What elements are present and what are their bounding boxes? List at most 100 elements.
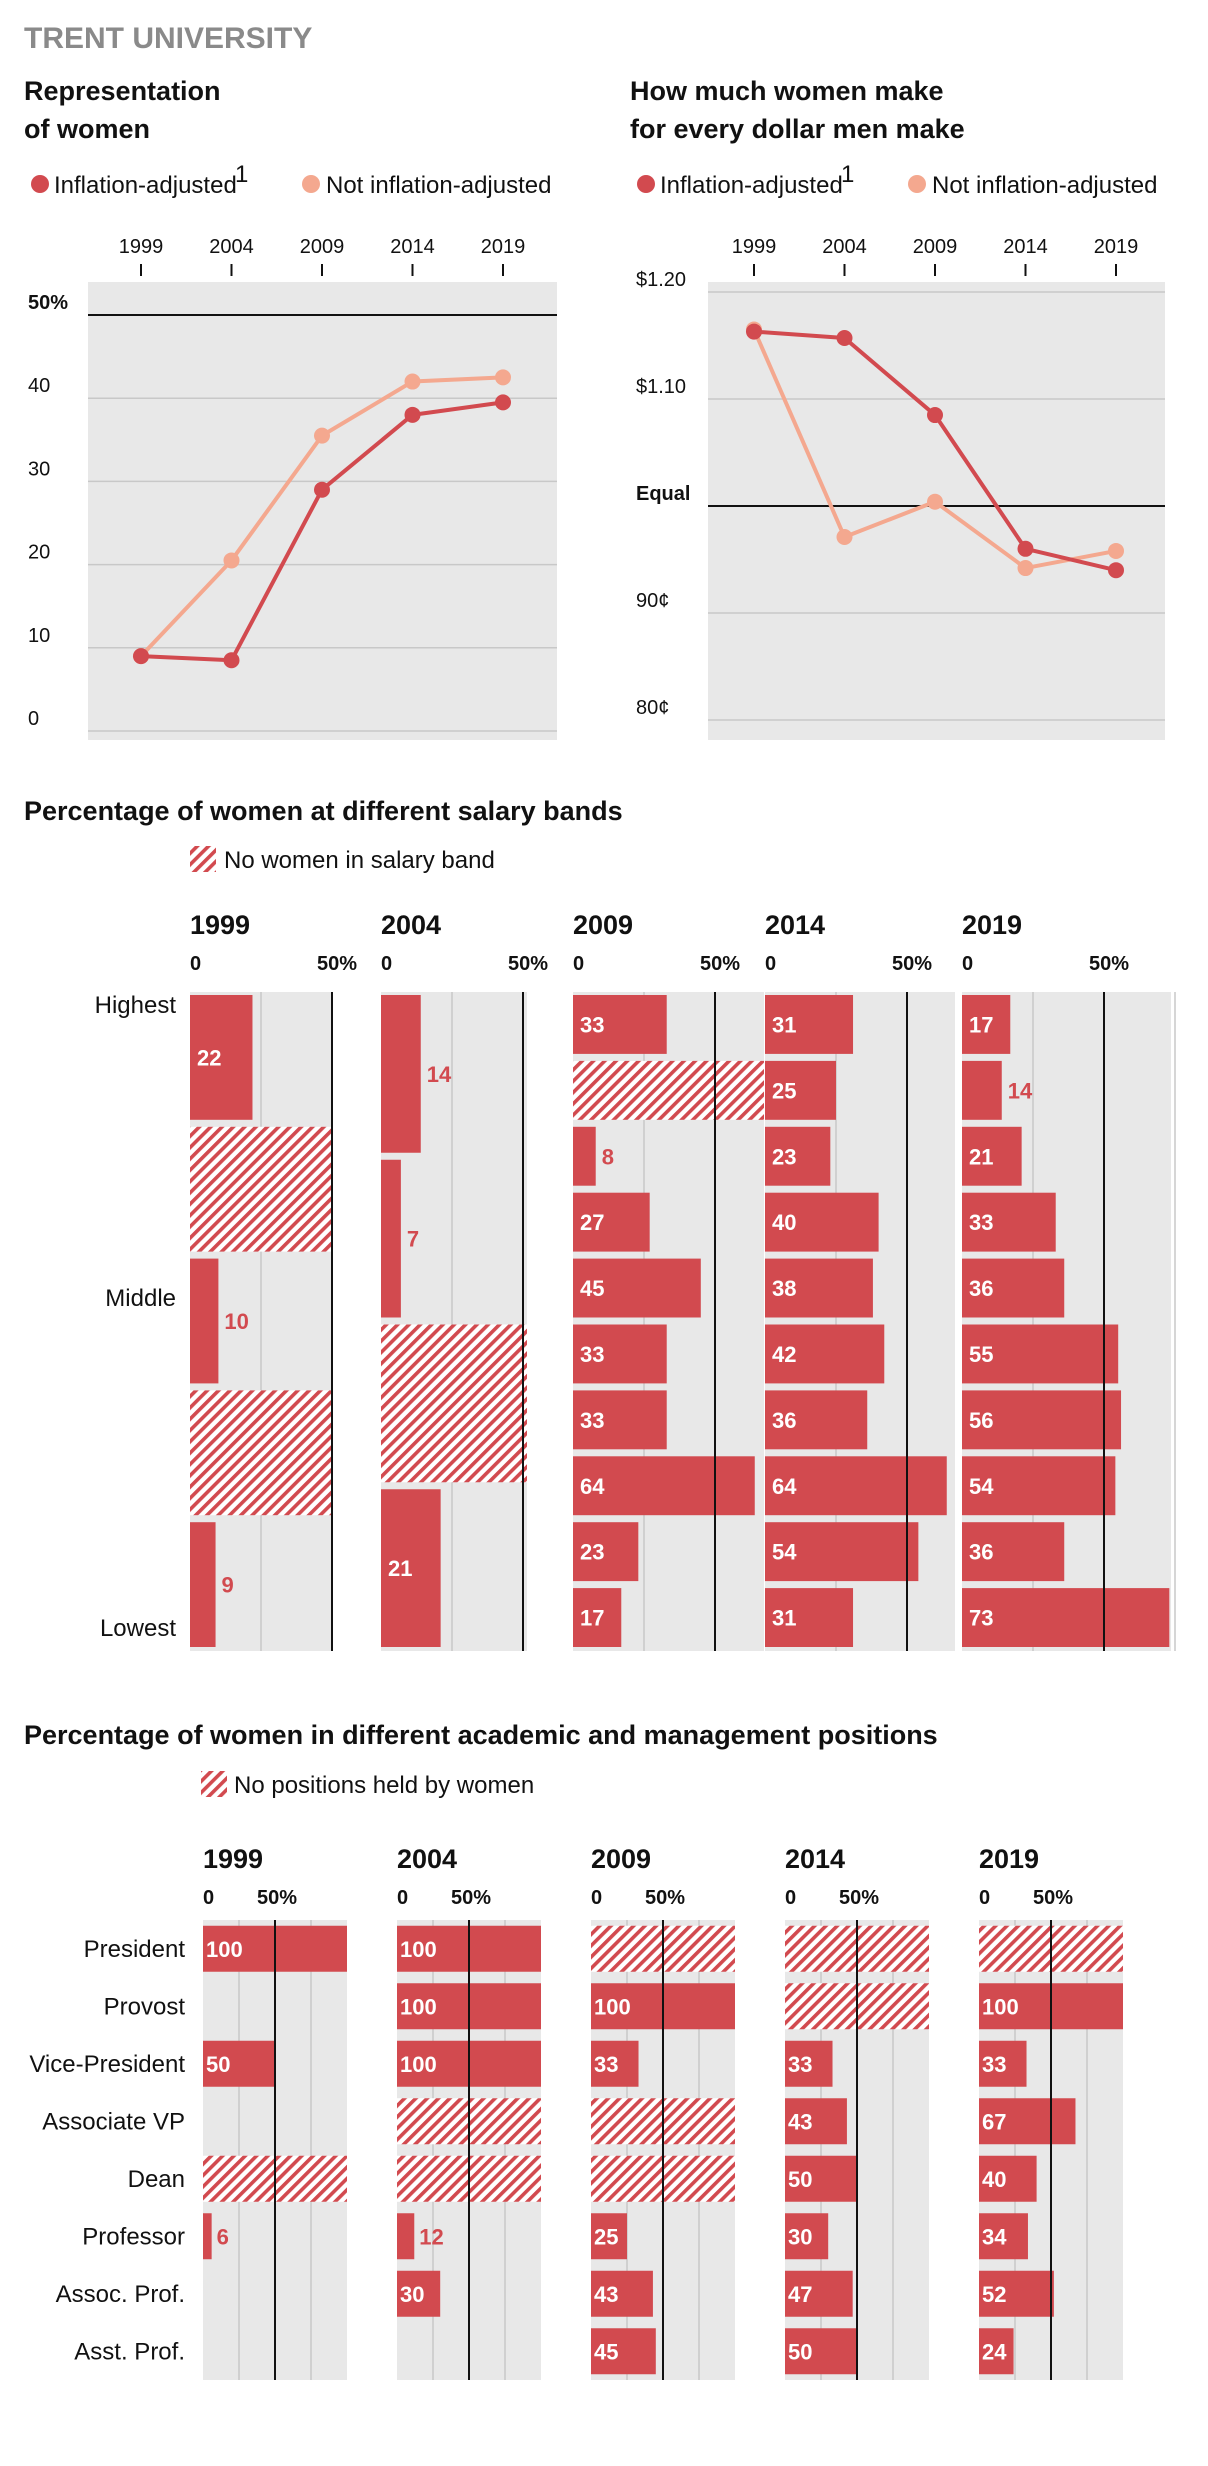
salary-bar [962, 1456, 1116, 1516]
y-tick-label: 90¢ [636, 590, 669, 612]
position-bar-value: 24 [982, 2339, 1007, 2364]
position-bar-value: 50 [788, 2167, 812, 2192]
axis-label-zero: 0 [397, 1887, 408, 1909]
position-bar [785, 2155, 857, 2202]
legend-marker-nominal [302, 175, 320, 193]
position-bar-value: 34 [982, 2224, 1007, 2249]
panel-year: 1999 [203, 1844, 263, 1874]
position-bar [979, 2213, 1028, 2260]
panel-year: 2009 [591, 1844, 651, 1874]
position-bar-value: 52 [982, 2282, 1006, 2307]
data-point-not-adjusted [314, 427, 330, 444]
legend-marker-nominal [908, 175, 926, 193]
axis-label-fifty: 50% [1089, 953, 1129, 975]
data-point-inflation-adjusted [1017, 540, 1034, 557]
panel-year: 2004 [397, 1844, 457, 1874]
salary-bar [765, 1060, 836, 1120]
salary-bar-value: 17 [580, 1606, 604, 1631]
axis-label-fifty: 50% [451, 1887, 491, 1909]
axis-label-fifty: 50% [645, 1887, 685, 1909]
salary-bar [962, 1126, 1022, 1186]
salary-bar [573, 1456, 755, 1516]
axis-label-fifty: 50% [839, 1887, 879, 1909]
position-bar [591, 2270, 653, 2317]
axis-label-zero: 0 [962, 953, 973, 975]
salary-bar [962, 1390, 1122, 1450]
panel-year: 2019 [962, 910, 1022, 940]
axis-label-zero: 0 [203, 1887, 214, 1909]
x-tick-label: 2019 [481, 236, 526, 258]
x-tick-label: 2014 [390, 236, 435, 258]
y-tick-label: 50% [28, 292, 68, 314]
panel-year: 1999 [190, 910, 250, 940]
salary-bar-value: 40 [772, 1210, 796, 1235]
y-tick-label: 80¢ [636, 697, 669, 719]
salary-bar [573, 1192, 650, 1252]
position-bar-value: 45 [594, 2339, 618, 2364]
position-label: Associate VP [42, 2108, 185, 2135]
panel-year: 2019 [979, 1844, 1039, 1874]
x-tick-label: 2019 [1094, 236, 1139, 258]
axis-label-fifty: 50% [508, 953, 548, 975]
data-point-inflation-adjusted [746, 323, 762, 340]
position-bar [979, 2040, 1027, 2087]
salary-row-label: Highest [95, 992, 177, 1019]
salary-bands-chart: Percentage of women at different salary … [24, 796, 1176, 1651]
legend-footnote: 1 [235, 161, 248, 188]
section-title: Percentage of women at different salary … [24, 796, 623, 826]
axis-label-zero: 0 [190, 953, 201, 975]
salary-bar [190, 1258, 219, 1384]
position-label: Vice-President [29, 2051, 185, 2078]
axis-label-fifty: 50% [1033, 1887, 1073, 1909]
position-bar [785, 2040, 833, 2087]
salary-bar [765, 1126, 831, 1186]
data-point-not-adjusted [495, 369, 511, 386]
salary-bar-value: 23 [772, 1144, 796, 1169]
y-tick-label: $1.20 [636, 269, 686, 291]
data-point-inflation-adjusted [836, 330, 853, 347]
x-tick-label: 2004 [822, 236, 867, 258]
salary-bar [190, 1522, 216, 1647]
representation-chart: Representation of women Inflation-adjusted… [24, 76, 557, 740]
y-tick-label: 30 [28, 458, 50, 480]
data-point-not-adjusted [836, 529, 853, 546]
position-bar-value: 100 [400, 1937, 437, 1962]
position-bar-value: 50 [788, 2339, 812, 2364]
position-bar-value: 40 [982, 2167, 1006, 2192]
position-bar [979, 2270, 1054, 2317]
position-bar-value: 6 [217, 2224, 229, 2249]
salary-bar-value: 38 [772, 1276, 796, 1301]
position-bar [979, 2155, 1037, 2202]
salary-bar-value: 33 [580, 1408, 604, 1433]
salary-bar [962, 1522, 1065, 1582]
salary-bar-value: 36 [772, 1408, 796, 1433]
legend-label-inflation: Inflation-adjusted [54, 172, 237, 199]
salary-bar [765, 1258, 873, 1318]
axis-label-zero: 0 [785, 1887, 796, 1909]
legend-label-nominal: Not inflation-adjusted [326, 172, 551, 199]
salary-bar-value: 31 [772, 1012, 796, 1037]
salary-bar [573, 1390, 667, 1450]
chart-title-line-2: for every dollar men make [630, 114, 965, 144]
axis-label-zero: 0 [573, 953, 584, 975]
salary-bar-value: 54 [772, 1540, 797, 1565]
salary-bar-value: 54 [969, 1474, 994, 1499]
salary-bar [573, 1522, 639, 1582]
salary-bar-value: 55 [969, 1342, 993, 1367]
position-label: Dean [128, 2166, 185, 2193]
salary-bar-value: 21 [388, 1556, 412, 1581]
position-bar-value: 100 [982, 1994, 1019, 2019]
legend-marker-inflation [637, 175, 655, 193]
salary-bar-value: 64 [772, 1474, 797, 1499]
position-bar-value: 30 [400, 2282, 424, 2307]
axis-label-zero: 0 [765, 953, 776, 975]
salary-bar [573, 1126, 596, 1186]
position-label: Asst. Prof. [74, 2338, 185, 2365]
section-title: Percentage of women in different academi… [24, 1720, 938, 1750]
salary-bar [573, 995, 667, 1054]
position-bar-value: 47 [788, 2282, 812, 2307]
salary-bar [765, 1324, 885, 1384]
legend-hatch-swatch [190, 846, 216, 872]
position-bar-value: 33 [982, 2052, 1006, 2077]
